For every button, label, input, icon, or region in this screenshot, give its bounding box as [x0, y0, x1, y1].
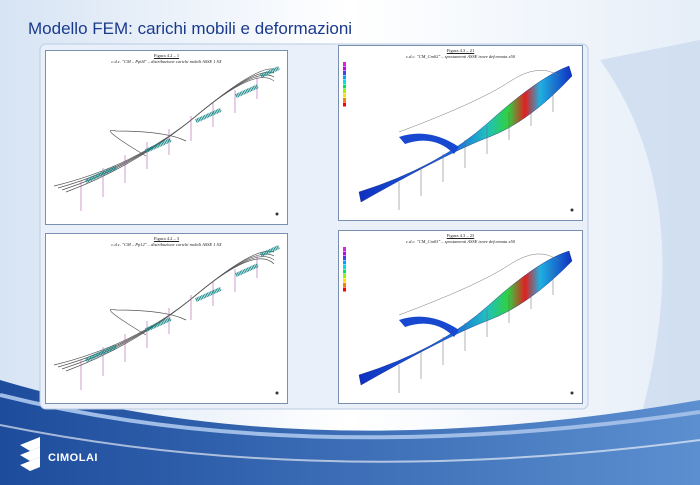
ramp: [399, 133, 459, 154]
figure-number: Figura 4.3 – 23: [446, 233, 475, 238]
legend-swatch: [343, 89, 346, 93]
load-strip: [260, 245, 280, 257]
figure-caption: c.d.c. "CM – Pp12" – distribuzione caric…: [111, 242, 222, 247]
legend-swatch: [343, 102, 346, 107]
legend-swatch: [343, 75, 346, 80]
legend-swatch: [343, 251, 346, 256]
load-strip: [145, 137, 172, 153]
legend-swatch: [343, 66, 346, 71]
deck-line: [53, 250, 275, 366]
load-strip: [85, 344, 117, 362]
load-strip: [195, 107, 222, 123]
figure-caption: c.d.c. "CM_Cm03" – spostamenti ASSE trav…: [406, 239, 515, 244]
axis-icon: [275, 212, 279, 216]
legend-swatch: [343, 287, 346, 292]
figure-caption: c.d.c. "CM – Pp04" – distribuzione caric…: [111, 59, 222, 64]
undeformed: [398, 253, 560, 316]
legend-swatch: [343, 265, 346, 269]
figure-drawing: [343, 62, 574, 212]
axis-icon: [570, 208, 574, 212]
slide-title: Modello FEM: carichi mobili e deformazio…: [28, 19, 353, 38]
ramp-loop: [110, 308, 187, 336]
legend-swatch: [343, 269, 346, 274]
undeformed: [398, 70, 560, 133]
legend-swatch: [343, 93, 346, 98]
deck-line: [53, 68, 275, 187]
logo-text: CIMOLAI: [48, 452, 98, 464]
deck-ribbon: [358, 65, 573, 203]
ramp-loop: [110, 129, 187, 157]
figure-drawing: [343, 247, 574, 395]
load-strip: [260, 66, 280, 78]
figure-drawing: [53, 66, 280, 216]
legend-swatch: [343, 71, 346, 75]
load-strip: [235, 84, 259, 98]
load-strip: [85, 165, 117, 183]
figure-number: Figura 4.2 – 1: [153, 53, 180, 58]
deck-ribbon: [358, 250, 573, 386]
legend-swatch: [343, 98, 346, 102]
figure-number: Figura 4.2 – 3: [153, 236, 180, 241]
figure-number: Figura 4.3 – 21: [446, 48, 475, 53]
deck-line: [57, 71, 275, 189]
legend-swatch: [343, 278, 346, 283]
figure-panel: Figura 4.3 – 21 c.d.c. "CM_Cm02" – sposta…: [338, 45, 583, 221]
load-strip: [195, 286, 222, 302]
legend-swatch: [343, 80, 346, 84]
figure-panel: Figura 4.2 – 1 c.d.c. "CM – Pp04" – distr…: [45, 50, 288, 225]
load-strip: [145, 316, 172, 332]
load-strip: [235, 263, 259, 277]
ramp: [399, 316, 459, 337]
legend-swatch: [343, 84, 346, 89]
figure-caption: c.d.c. "CM_Cm02" – spostamenti ASSE trav…: [406, 54, 515, 59]
figure-panel: Figura 4.2 – 3 c.d.c. "CM – Pp12" – distr…: [45, 233, 288, 404]
legend-swatch: [343, 247, 346, 251]
legend-swatch: [343, 283, 346, 287]
legend-swatch: [343, 274, 346, 278]
deck-line: [61, 256, 275, 370]
axis-icon: [570, 391, 574, 395]
legend-swatch: [343, 62, 346, 66]
axis-icon: [275, 391, 279, 395]
figure-drawing: [53, 245, 280, 395]
legend-swatch: [343, 260, 346, 265]
figure-panel: Figura 4.3 – 23 c.d.c. "CM_Cm03" – sposta…: [338, 230, 583, 404]
legend-swatch: [343, 256, 346, 260]
